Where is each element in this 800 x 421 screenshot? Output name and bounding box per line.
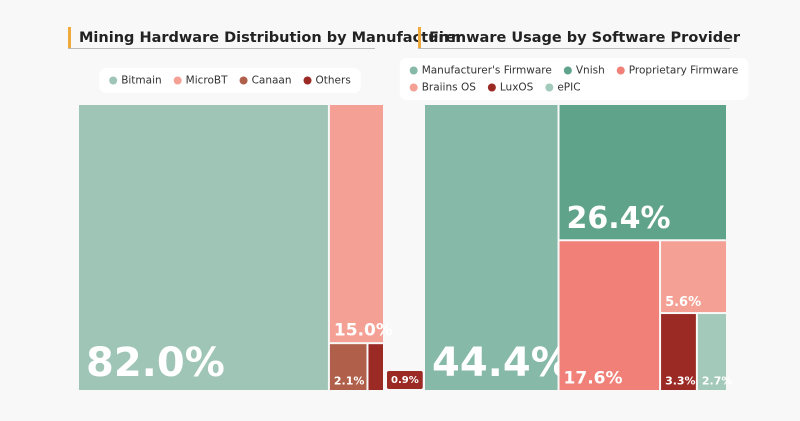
legend-box bbox=[99, 68, 361, 93]
chart-title: Mining Hardware Distribution by Manufact… bbox=[79, 30, 463, 46]
legend-label: LuxOS bbox=[500, 82, 534, 94]
title-accent bbox=[68, 27, 71, 49]
tile bbox=[559, 105, 726, 240]
legend: Bitmain MicroBT Canaan Others bbox=[99, 68, 361, 93]
legend-item: Others bbox=[303, 75, 351, 87]
legend: Manufacturer's Firmware Vnish Proprietary … bbox=[399, 58, 749, 100]
value-label: 26.4% bbox=[567, 201, 671, 236]
legend-label: Canaan bbox=[252, 75, 292, 87]
value-label: 44.4% bbox=[432, 340, 571, 386]
tile bbox=[559, 241, 660, 390]
value-label: 3.3% bbox=[665, 375, 696, 388]
legend-swatch bbox=[487, 83, 496, 92]
legend-box bbox=[399, 58, 749, 100]
legend-swatch bbox=[409, 83, 418, 92]
tile bbox=[661, 314, 696, 390]
legend-item: Canaan bbox=[239, 75, 292, 87]
legend-label: Vnish bbox=[576, 65, 605, 77]
chart-title: Firmware Usage by Software Provider bbox=[429, 30, 741, 46]
legend-swatch bbox=[303, 76, 312, 85]
legend-label: Bitmain bbox=[121, 75, 161, 87]
legend-swatch bbox=[616, 66, 625, 75]
legend-label: Proprietary Firmware bbox=[629, 65, 739, 77]
legend-item: MicroBT bbox=[173, 75, 228, 87]
value-label: 17.6% bbox=[564, 369, 623, 389]
value-label: 5.6% bbox=[665, 295, 701, 310]
legend-label: MicroBT bbox=[186, 75, 228, 87]
tile bbox=[329, 105, 383, 343]
tile bbox=[425, 105, 558, 390]
legend-swatch bbox=[109, 76, 118, 85]
value-label: 15.0% bbox=[334, 321, 393, 341]
value-label-box bbox=[387, 371, 423, 389]
tile bbox=[79, 105, 328, 390]
legend-item: Proprietary Firmware bbox=[616, 65, 739, 77]
tile bbox=[661, 241, 726, 313]
legend-swatch bbox=[545, 83, 554, 92]
legend-item: Braiins OS bbox=[409, 82, 477, 94]
legend-item: Manufacturer's Firmware bbox=[409, 65, 552, 77]
legend-item: LuxOS bbox=[487, 82, 534, 94]
value-label: 82.0% bbox=[86, 340, 225, 386]
title-accent bbox=[418, 27, 421, 49]
legend-swatch bbox=[409, 66, 418, 75]
legend-item: Vnish bbox=[563, 65, 605, 77]
legend-label: Braiins OS bbox=[422, 82, 477, 94]
tile bbox=[368, 344, 383, 390]
legend-label: Others bbox=[316, 75, 351, 87]
legend-swatch bbox=[173, 76, 182, 85]
tile bbox=[329, 344, 367, 390]
legend-label: ePIC bbox=[557, 82, 580, 94]
legend-item: ePIC bbox=[545, 82, 581, 94]
legend-label: Manufacturer's Firmware bbox=[422, 65, 552, 77]
tile bbox=[697, 314, 726, 390]
legend-swatch bbox=[563, 66, 572, 75]
value-label: 2.1% bbox=[334, 375, 365, 388]
value-label: 0.9% bbox=[391, 375, 419, 386]
legend-swatch bbox=[239, 76, 248, 85]
value-label: 2.7% bbox=[702, 375, 733, 388]
legend-item: Bitmain bbox=[109, 75, 162, 87]
